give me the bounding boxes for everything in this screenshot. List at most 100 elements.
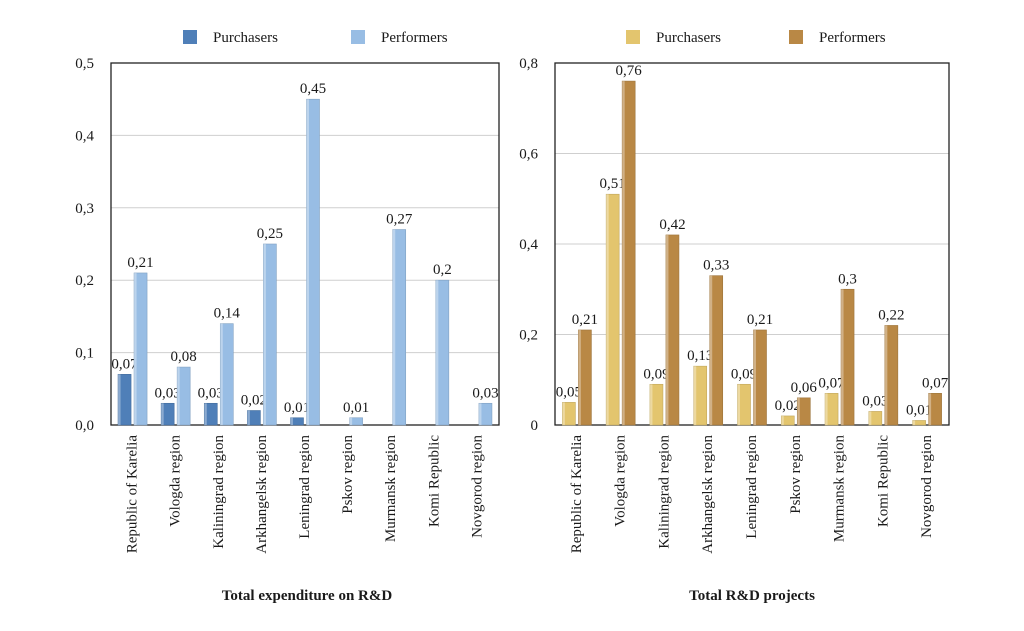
y-tick-label: 0,4 xyxy=(519,237,538,253)
data-label: 0,27 xyxy=(386,212,413,228)
data-label: 0,03 xyxy=(862,393,888,409)
bar xyxy=(621,80,636,426)
bar xyxy=(840,288,855,426)
bar-highlight xyxy=(435,280,439,425)
legend-swatch xyxy=(626,30,640,44)
category-label: Vologda region xyxy=(168,435,184,527)
bar-highlight xyxy=(753,329,756,425)
plot-area-frame xyxy=(554,62,950,426)
data-label: 0,05 xyxy=(556,384,582,400)
bar-highlight xyxy=(841,289,844,425)
bar-highlight xyxy=(306,99,309,425)
bar xyxy=(753,329,767,426)
bar xyxy=(247,410,261,426)
data-label: 0,08 xyxy=(171,349,197,365)
bar xyxy=(868,411,883,426)
bar-highlight xyxy=(118,374,121,425)
bar-highlight xyxy=(709,275,713,425)
plot-area-frame xyxy=(110,62,500,426)
bar xyxy=(160,402,175,426)
bar xyxy=(219,323,234,426)
y-tick-label: 0,2 xyxy=(75,273,94,289)
legend-label: Performers xyxy=(381,30,448,46)
category-label: Novgorod region xyxy=(919,435,935,538)
data-label: 0,2 xyxy=(433,262,452,278)
bar xyxy=(605,193,620,426)
data-label: 0,03 xyxy=(155,385,181,401)
bar-highlight xyxy=(204,403,207,425)
bar xyxy=(709,275,724,426)
bar-highlight xyxy=(562,402,565,425)
data-label: 0,02 xyxy=(241,393,267,409)
bar xyxy=(176,366,191,426)
chart-panel-1: 0,0 0,1 0,2 0,3 0,4 0,5 0,07 0,21 Republic of Ka… xyxy=(75,30,500,604)
y-tick-label: 0,2 xyxy=(519,328,538,344)
bar-highlight xyxy=(928,393,932,425)
bar-highlight xyxy=(134,272,137,425)
bar xyxy=(912,420,926,426)
bar-highlight xyxy=(578,329,581,425)
legend-swatch xyxy=(183,30,197,44)
legend-label: Performers xyxy=(819,30,886,46)
data-label: 0,33 xyxy=(703,258,729,274)
bar xyxy=(562,402,576,426)
bar-highlight xyxy=(665,234,669,425)
y-tick-label: 0,0 xyxy=(75,418,94,434)
y-tick-label: 0,3 xyxy=(75,201,94,217)
category-label: Arkhangelsk region xyxy=(700,435,716,554)
bar xyxy=(928,393,942,426)
bar-highlight xyxy=(649,384,653,425)
category-label: Murmansk region xyxy=(832,435,848,543)
bar-highlight xyxy=(606,194,609,425)
chart-title: Total R&D projects xyxy=(689,588,815,604)
bar xyxy=(203,402,218,426)
data-label: 0,09 xyxy=(643,366,669,382)
bar xyxy=(435,279,450,426)
y-tick-label: 0,4 xyxy=(75,128,94,144)
bar-highlight xyxy=(220,323,223,425)
bar xyxy=(780,415,795,426)
legend-label: Purchasers xyxy=(213,30,278,46)
data-label: 0,21 xyxy=(747,312,773,328)
bar xyxy=(263,243,277,426)
data-label: 0,09 xyxy=(731,366,757,382)
y-tick-label: 0,8 xyxy=(519,56,538,72)
bar xyxy=(824,393,839,426)
data-label: 0,21 xyxy=(127,255,153,271)
y-tick-label: 0,1 xyxy=(75,346,94,362)
bar-highlight xyxy=(884,325,888,425)
data-label: 0,21 xyxy=(572,312,598,328)
chart-panel-2: 0 0,2 0,4 0,6 0,8 0,05 0,21 Republic of Karelia… xyxy=(519,30,950,604)
data-label: 0,13 xyxy=(687,348,713,364)
bar-highlight xyxy=(392,229,396,425)
bar-highlight xyxy=(693,366,697,425)
bar xyxy=(693,365,708,426)
bar-highlight xyxy=(349,417,353,425)
category-label: Leningrad region xyxy=(744,435,760,539)
data-label: 0,02 xyxy=(775,398,801,414)
y-tick-label: 0,6 xyxy=(519,147,538,163)
bar-highlight xyxy=(177,367,180,425)
bar xyxy=(796,397,811,426)
bar xyxy=(349,417,363,426)
bar xyxy=(665,234,680,426)
bar xyxy=(478,402,493,426)
data-label: 0,14 xyxy=(214,306,241,322)
data-label: 0,3 xyxy=(838,271,857,287)
bar xyxy=(290,417,304,426)
bar-highlight xyxy=(737,384,740,425)
y-tick-label: 0,5 xyxy=(75,56,94,72)
category-label: Kaliningrad region xyxy=(656,435,672,549)
category-label: Leningrad region xyxy=(297,435,313,539)
bar-highlight xyxy=(622,81,625,425)
bar xyxy=(578,329,592,426)
legend-label: Purchasers xyxy=(656,30,721,46)
bar xyxy=(117,374,132,426)
bar-highlight xyxy=(247,410,250,425)
category-label: Novgorod region xyxy=(469,435,485,538)
data-label: 0,03 xyxy=(472,385,498,401)
bar-highlight xyxy=(912,420,916,425)
category-label: Vologda region xyxy=(613,435,629,527)
bar-highlight xyxy=(868,411,872,425)
